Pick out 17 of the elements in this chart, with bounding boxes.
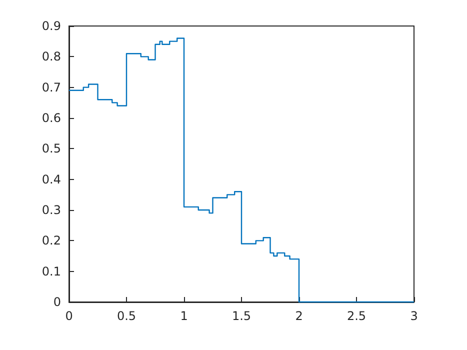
y-tick-label: 0.3: [42, 203, 61, 217]
x-tick-label: 0.5: [116, 309, 136, 323]
y-tick-label: 0.8: [42, 50, 61, 64]
x-tick-label: 3: [410, 309, 418, 323]
y-tick-label: 0.2: [42, 234, 61, 248]
y-tick-label: 0.6: [42, 111, 61, 125]
x-tick-label: 0: [65, 309, 73, 323]
y-tick-label: 0.5: [42, 142, 61, 156]
x-tick-label: 1: [180, 309, 188, 323]
y-tick-label: 0.4: [42, 172, 61, 186]
y-tick-label: 0.7: [42, 80, 61, 94]
x-tick-label: 1.5: [232, 309, 252, 323]
y-tick-label: 0: [53, 295, 61, 309]
x-tick-label: 2: [295, 309, 303, 323]
x-tick-label: 2.5: [346, 309, 366, 323]
y-tick-label: 0.9: [42, 19, 61, 33]
y-tick-label: 0.1: [42, 264, 61, 278]
